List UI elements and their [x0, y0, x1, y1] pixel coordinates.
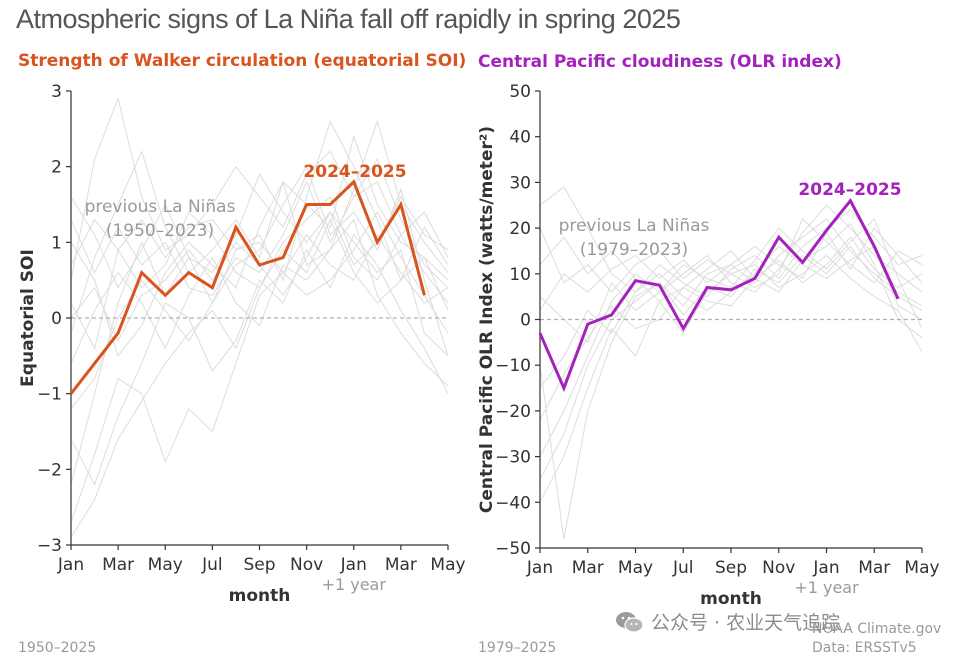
- background-label: (1950–2023): [106, 221, 214, 241]
- page-title: Atmospheric signs of La Niña fall off ra…: [16, 4, 681, 34]
- series-label: 2024–2025: [303, 162, 406, 182]
- y-tick-label: −30: [495, 448, 531, 468]
- period-note: 1979–2025: [478, 640, 556, 656]
- background-series-line: [539, 245, 923, 389]
- x-tick-label: May: [148, 555, 183, 575]
- source-line-2: Data: ERSSTv5: [812, 640, 917, 656]
- period-note-right: 1979–2025: [478, 640, 556, 656]
- olr-chart: Central Pacific cloudiness (OLR index) 50…: [477, 52, 940, 609]
- background-series-line: [539, 236, 923, 302]
- y-tick-label: −50: [495, 539, 531, 559]
- year-note: +1 year: [322, 575, 387, 594]
- x-tick-label: Jul: [672, 558, 694, 578]
- y-tick-label: −3: [37, 536, 62, 556]
- x-tick-label: Jan: [57, 555, 84, 575]
- x-tick-label: May: [618, 558, 653, 578]
- y-tick-label: −10: [495, 356, 531, 376]
- chart-title: Central Pacific cloudiness (OLR index): [478, 52, 842, 72]
- background-series-line: [539, 227, 923, 311]
- period-note-left: 1950–2025: [18, 640, 96, 656]
- x-tick-label: Mar: [858, 558, 890, 578]
- x-tick-label: Nov: [290, 555, 323, 575]
- y-tick-label: 0: [520, 311, 531, 331]
- source-line-1: NOAA Climate.gov: [812, 621, 941, 637]
- y-tick-label: −1: [37, 385, 62, 405]
- background-series-line: [539, 218, 923, 539]
- watermark-text: 公众号 · 农业天气追踪: [651, 612, 841, 634]
- background-label: previous La Niñas: [559, 216, 710, 236]
- series-label: 2024–2025: [798, 180, 901, 200]
- period-note: 1950–2025: [18, 640, 96, 656]
- background-series-line: [539, 245, 923, 480]
- y-tick-label: −2: [37, 460, 62, 480]
- x-axis-label: month: [229, 586, 291, 606]
- background-series-line: [70, 96, 449, 304]
- y-tick-label: 20: [509, 219, 531, 239]
- wechat-watermark: 公众号 · 农业天气追踪: [615, 608, 840, 635]
- background-series-line: [70, 218, 449, 538]
- x-tick-label: Mar: [102, 555, 134, 575]
- soi-chart: Strength of Walker circulation (equatori…: [18, 51, 466, 606]
- y-tick-label: 1: [51, 233, 62, 253]
- y-axis-label: Central Pacific OLR Index (watts/meter²): [477, 126, 497, 513]
- y-tick-label: 50: [509, 82, 531, 102]
- x-tick-label: Jan: [340, 555, 367, 575]
- y-tick-label: 10: [509, 265, 531, 285]
- x-tick-label: May: [430, 555, 465, 575]
- series-line-2024-2025: [538, 197, 900, 393]
- y-axis-label: Equatorial SOI: [18, 249, 38, 387]
- background-series-line: [70, 157, 449, 296]
- x-tick-label: Jan: [526, 558, 553, 578]
- year-note: +1 year: [794, 578, 859, 597]
- background-label: previous La Niñas: [85, 197, 236, 217]
- x-tick-label: Mar: [385, 555, 417, 575]
- x-tick-label: May: [904, 558, 939, 578]
- wechat-icon: [616, 611, 644, 633]
- x-tick-label: Jul: [201, 555, 223, 575]
- background-label: (1979–2023): [580, 240, 688, 260]
- y-tick-label: −40: [495, 493, 531, 513]
- x-tick-label: Jan: [812, 558, 839, 578]
- source-credits: NOAA Climate.gov Data: ERSSTv5: [812, 621, 941, 656]
- y-tick-label: 30: [509, 173, 531, 193]
- y-tick-label: 0: [51, 309, 62, 329]
- y-tick-label: 40: [509, 128, 531, 148]
- x-tick-label: Nov: [762, 558, 795, 578]
- x-tick-label: Mar: [572, 558, 604, 578]
- x-tick-label: Sep: [243, 555, 275, 575]
- background-series-line: [70, 134, 449, 334]
- chart-title: Strength of Walker circulation (equatori…: [18, 51, 466, 71]
- background-series-line: [539, 218, 923, 293]
- background-series-line: [70, 233, 449, 486]
- y-tick-label: 2: [51, 158, 62, 178]
- x-axis-label: month: [700, 589, 762, 609]
- background-series-line: [70, 119, 449, 357]
- background-series-line: [70, 218, 449, 304]
- x-tick-label: Sep: [715, 558, 747, 578]
- series-line-2024-2025: [69, 179, 426, 395]
- y-tick-label: −20: [495, 402, 531, 422]
- y-tick-label: 3: [51, 82, 62, 102]
